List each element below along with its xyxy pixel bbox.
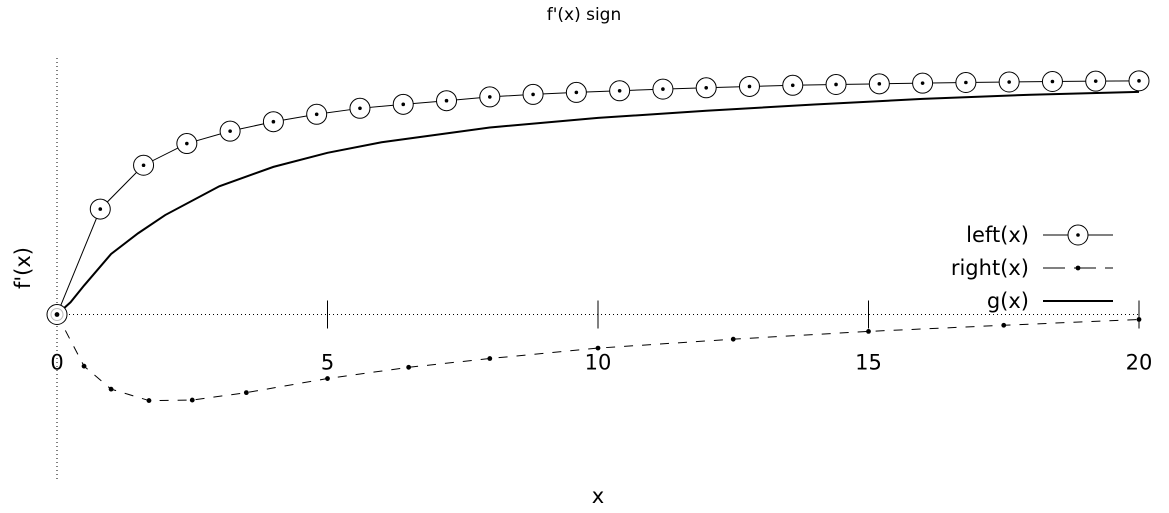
legend-label: g(x): [987, 289, 1029, 313]
data-point-right: [730, 336, 736, 342]
data-point-left-center: [574, 90, 579, 95]
data-point-right: [406, 364, 412, 370]
legend-marker-left-center: [1076, 233, 1080, 237]
series-line-g: [56, 90, 1140, 316]
x-tick-label: 5: [321, 351, 334, 375]
plot-series: [46, 70, 1150, 403]
data-point-left-center: [401, 102, 406, 107]
data-point-left-center: [98, 207, 103, 211]
data-point-left-center: [877, 82, 882, 86]
data-point-right: [108, 386, 114, 392]
data-point-left-center: [271, 119, 276, 124]
data-point-right: [1001, 322, 1007, 328]
chart-title: f'(x) sign: [547, 5, 622, 25]
data-point-left-center: [1050, 79, 1055, 84]
data-point-left-center: [617, 88, 622, 93]
data-point-left-center: [1093, 79, 1098, 83]
data-point-left-center: [1007, 80, 1011, 84]
data-point-left-center: [964, 80, 968, 85]
data-point-left-center: [790, 83, 795, 88]
x-tick-label: 15: [855, 351, 882, 375]
data-point-right: [325, 376, 330, 381]
data-point-right: [487, 356, 493, 361]
data-point-left-center: [358, 106, 362, 111]
data-point-right: [1136, 317, 1142, 322]
data-point-right: [243, 390, 249, 396]
data-point-left-center: [488, 95, 492, 99]
origin-marker-center: [54, 312, 60, 317]
legend-label: left(x): [966, 223, 1029, 247]
x-tick-label: 0: [50, 351, 63, 375]
data-point-right: [866, 328, 871, 334]
data-point-left-center: [444, 98, 449, 103]
axes: 0 5 10 15 20: [50, 58, 1152, 480]
data-point-left-center: [141, 163, 146, 168]
data-point-left-center: [1137, 79, 1141, 83]
data-point-left-center: [747, 84, 752, 89]
data-point-left-center: [228, 129, 232, 133]
data-point-left-center: [661, 87, 665, 91]
x-tick-label: 20: [1126, 351, 1153, 375]
data-point-right: [81, 363, 87, 369]
data-point-left-center: [834, 82, 838, 87]
data-point-left-center: [314, 112, 319, 117]
data-point-right: [146, 398, 152, 403]
data-point-left-center: [920, 81, 925, 85]
data-point-right: [595, 345, 601, 351]
x-tick-label: 10: [585, 351, 612, 375]
legend-label: right(x): [951, 256, 1029, 280]
legend-marker-right: [1075, 265, 1081, 271]
series-line-right: [56, 314, 1140, 402]
data-point-right: [189, 397, 195, 403]
data-point-left-center: [185, 141, 189, 146]
data-point-left-center: [704, 85, 708, 90]
x-axis-label: x: [592, 484, 604, 508]
y-axis-label: f'(x): [11, 247, 35, 289]
data-point-left-center: [531, 92, 535, 97]
legend: left(x) right(x) g(x): [951, 223, 1113, 313]
